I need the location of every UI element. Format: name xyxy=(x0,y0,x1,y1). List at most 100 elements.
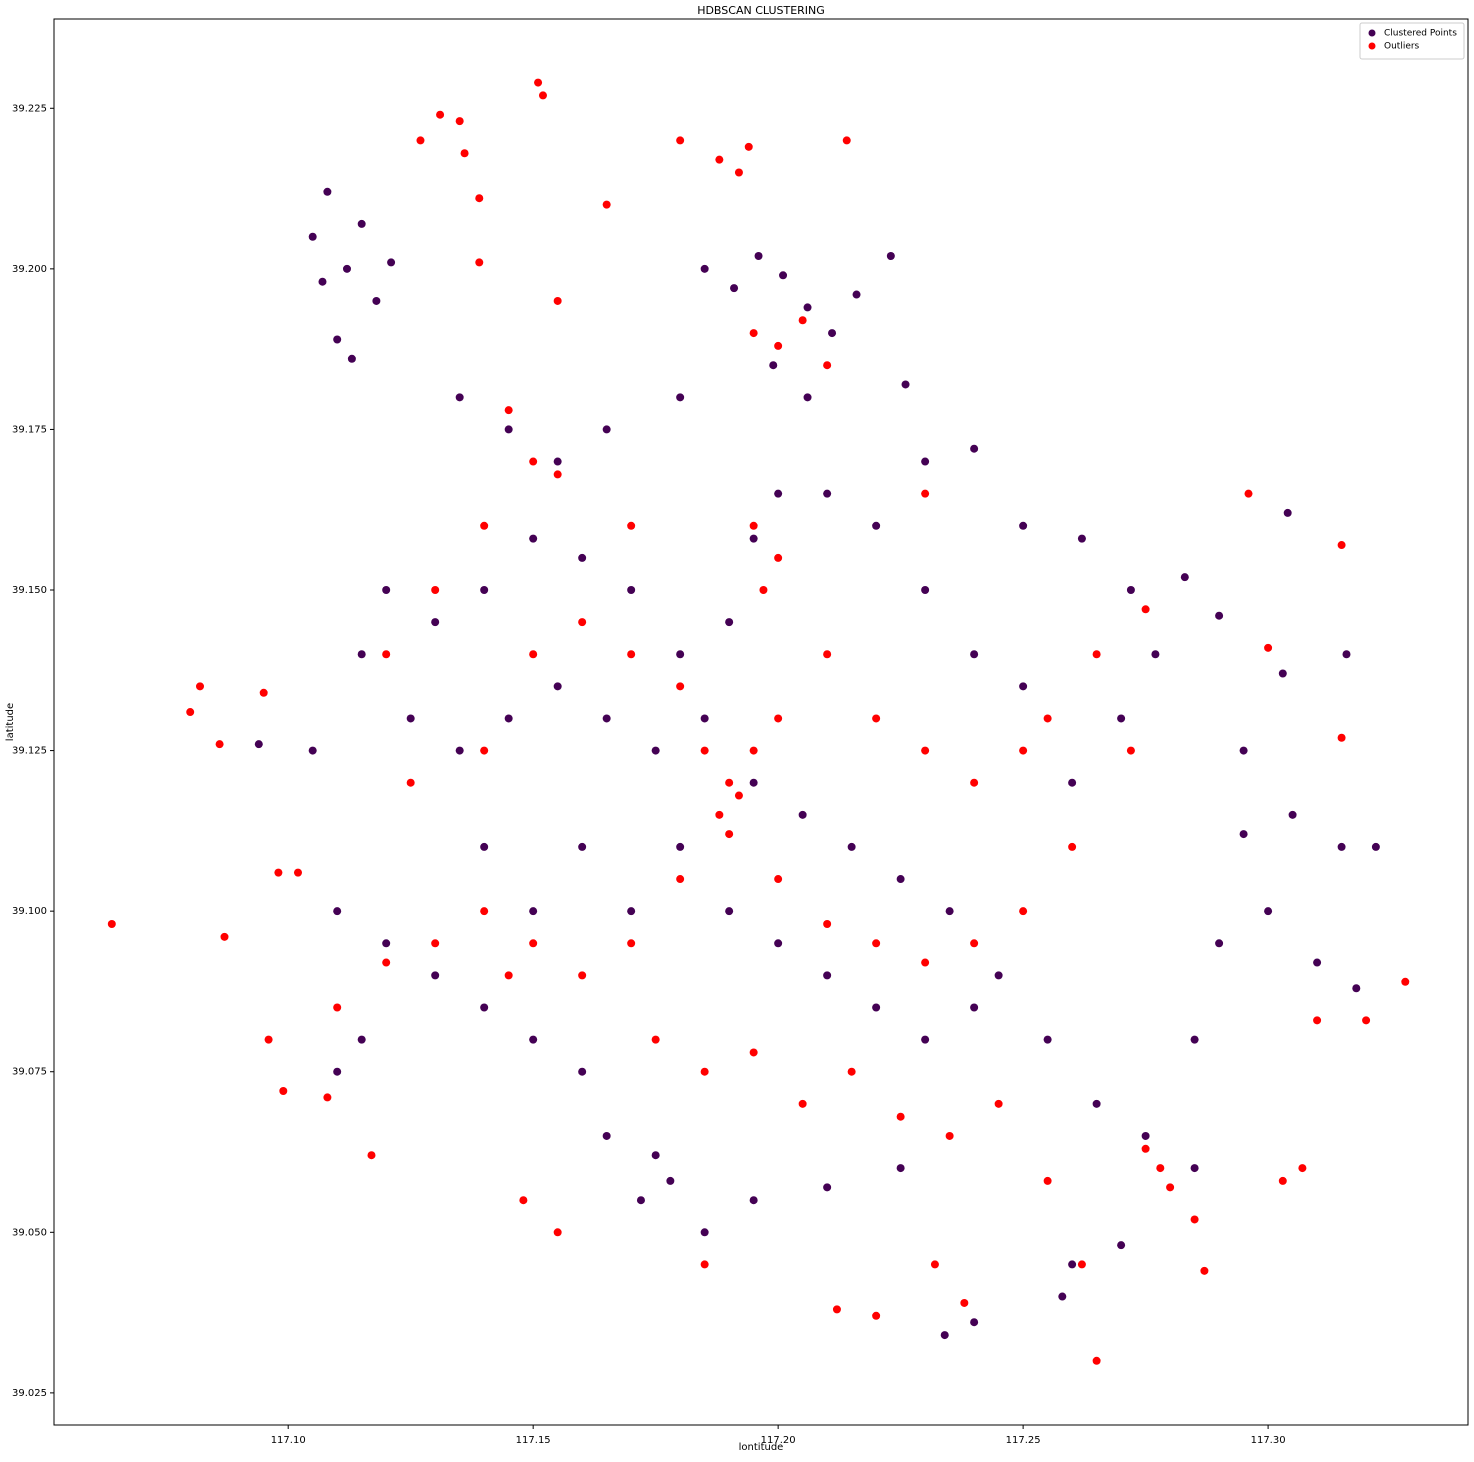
point xyxy=(730,284,739,293)
point xyxy=(774,714,783,723)
point xyxy=(406,778,415,787)
point xyxy=(749,329,758,338)
point xyxy=(333,907,342,916)
point xyxy=(872,1003,881,1012)
point xyxy=(1264,907,1273,916)
point xyxy=(734,168,743,177)
point xyxy=(798,810,807,819)
point xyxy=(734,791,743,800)
y-tick-label: 39.075 xyxy=(12,1067,47,1078)
point xyxy=(823,1183,832,1192)
plot-frame xyxy=(53,18,1469,1426)
point xyxy=(357,219,366,228)
point xyxy=(529,939,538,948)
point xyxy=(382,958,391,967)
point xyxy=(676,875,685,884)
point xyxy=(1362,1016,1371,1025)
legend-marker xyxy=(1368,29,1376,37)
point xyxy=(1278,669,1287,678)
point xyxy=(1337,842,1346,851)
point xyxy=(480,521,489,530)
point xyxy=(940,1331,949,1340)
series-points xyxy=(254,187,1380,1340)
point xyxy=(519,1196,528,1205)
point xyxy=(431,939,440,948)
point xyxy=(676,842,685,851)
point xyxy=(504,406,513,415)
x-tick-label: 117.10 xyxy=(271,1435,306,1446)
point xyxy=(1298,1164,1307,1173)
point xyxy=(1401,977,1410,986)
point xyxy=(186,708,195,717)
y-tick-label: 39.100 xyxy=(12,906,47,917)
point xyxy=(529,534,538,543)
point xyxy=(431,971,440,980)
point xyxy=(1126,746,1135,755)
point xyxy=(1019,521,1028,530)
point xyxy=(725,778,734,787)
point xyxy=(279,1087,288,1096)
point xyxy=(504,425,513,434)
point xyxy=(676,682,685,691)
point xyxy=(529,650,538,659)
point xyxy=(700,714,709,723)
point xyxy=(460,149,469,158)
point xyxy=(842,136,851,145)
point xyxy=(896,875,905,884)
point xyxy=(1215,611,1224,620)
point xyxy=(1371,842,1380,851)
point xyxy=(1342,650,1351,659)
point xyxy=(774,341,783,350)
point xyxy=(553,682,562,691)
legend-marker xyxy=(1368,42,1376,50)
point xyxy=(1141,1131,1150,1140)
point xyxy=(1313,958,1322,967)
point xyxy=(1190,1164,1199,1173)
point xyxy=(627,586,636,595)
point xyxy=(749,534,758,543)
point xyxy=(1313,1016,1322,1025)
point xyxy=(382,586,391,595)
point xyxy=(602,1131,611,1140)
point xyxy=(636,1196,645,1205)
point xyxy=(715,155,724,164)
point xyxy=(886,252,895,261)
point xyxy=(387,258,396,267)
y-tick-label: 39.200 xyxy=(12,264,47,275)
point xyxy=(970,778,979,787)
point xyxy=(970,1318,979,1327)
point xyxy=(578,553,587,562)
point xyxy=(372,296,381,305)
x-tick-label: 117.15 xyxy=(516,1435,551,1446)
point xyxy=(774,553,783,562)
point xyxy=(749,1048,758,1057)
point xyxy=(769,361,778,370)
point xyxy=(832,1305,841,1314)
y-tick-label: 39.175 xyxy=(12,424,47,435)
x-tick-label: 117.20 xyxy=(761,1435,796,1446)
point xyxy=(627,907,636,916)
point xyxy=(970,444,979,453)
point xyxy=(333,1067,342,1076)
point xyxy=(1068,1260,1077,1269)
point xyxy=(901,380,910,389)
point xyxy=(578,842,587,851)
point xyxy=(1244,489,1253,498)
point xyxy=(333,335,342,344)
point xyxy=(107,920,116,929)
point xyxy=(725,907,734,916)
x-tick-label: 117.30 xyxy=(1251,1435,1286,1446)
point xyxy=(627,521,636,530)
point xyxy=(823,489,832,498)
point xyxy=(1092,1099,1101,1108)
point xyxy=(921,457,930,466)
point xyxy=(1239,746,1248,755)
point xyxy=(725,618,734,627)
point xyxy=(323,187,332,196)
point xyxy=(774,875,783,884)
point xyxy=(651,746,660,755)
point xyxy=(970,939,979,948)
point xyxy=(1190,1215,1199,1224)
point xyxy=(274,868,283,877)
point xyxy=(1077,534,1086,543)
